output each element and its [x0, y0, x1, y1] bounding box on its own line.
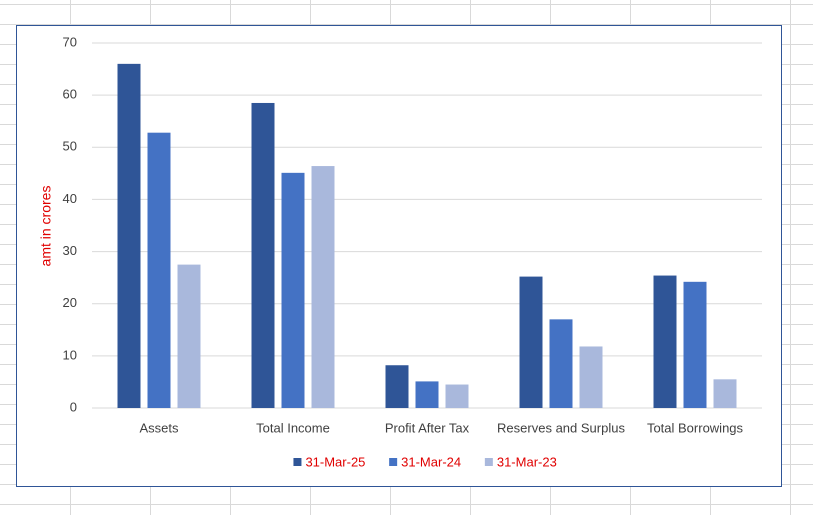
y-tick-label: 30	[63, 243, 77, 258]
bar	[653, 275, 677, 408]
bar	[713, 379, 737, 408]
bar	[385, 365, 409, 408]
bar	[281, 172, 305, 408]
legend-label: 31-Mar-24	[401, 454, 461, 469]
y-tick-label: 20	[63, 295, 77, 310]
bar	[549, 319, 573, 408]
bar	[579, 346, 603, 408]
bar	[147, 132, 171, 408]
y-tick-label: 50	[63, 139, 77, 154]
y-tick-label: 70	[63, 34, 77, 49]
legend-swatch	[484, 458, 493, 466]
x-tick-label: Total Income	[256, 420, 330, 435]
chart-frame	[16, 25, 782, 487]
x-tick-label: Profit After Tax	[385, 420, 470, 435]
legend-label: 31-Mar-25	[305, 454, 365, 469]
y-tick-label: 60	[63, 87, 77, 102]
y-tick-label: 40	[63, 191, 77, 206]
y-tick-label: 10	[63, 347, 77, 362]
bar	[177, 264, 201, 408]
bar	[683, 281, 707, 408]
x-tick-label: Total Borrowings	[647, 420, 744, 435]
x-tick-label: Reserves and Surplus	[497, 420, 625, 435]
bar	[415, 381, 439, 408]
bar	[117, 63, 141, 408]
legend-swatch	[293, 458, 302, 466]
bar	[445, 384, 469, 408]
legend-swatch	[389, 458, 398, 466]
y-axis-label: amt in crores	[38, 186, 54, 267]
x-tick-label: Assets	[139, 420, 179, 435]
bar	[311, 166, 335, 408]
bar	[519, 276, 543, 408]
legend-label: 31-Mar-23	[497, 454, 557, 469]
bar	[251, 102, 275, 408]
y-tick-label: 0	[70, 399, 77, 414]
